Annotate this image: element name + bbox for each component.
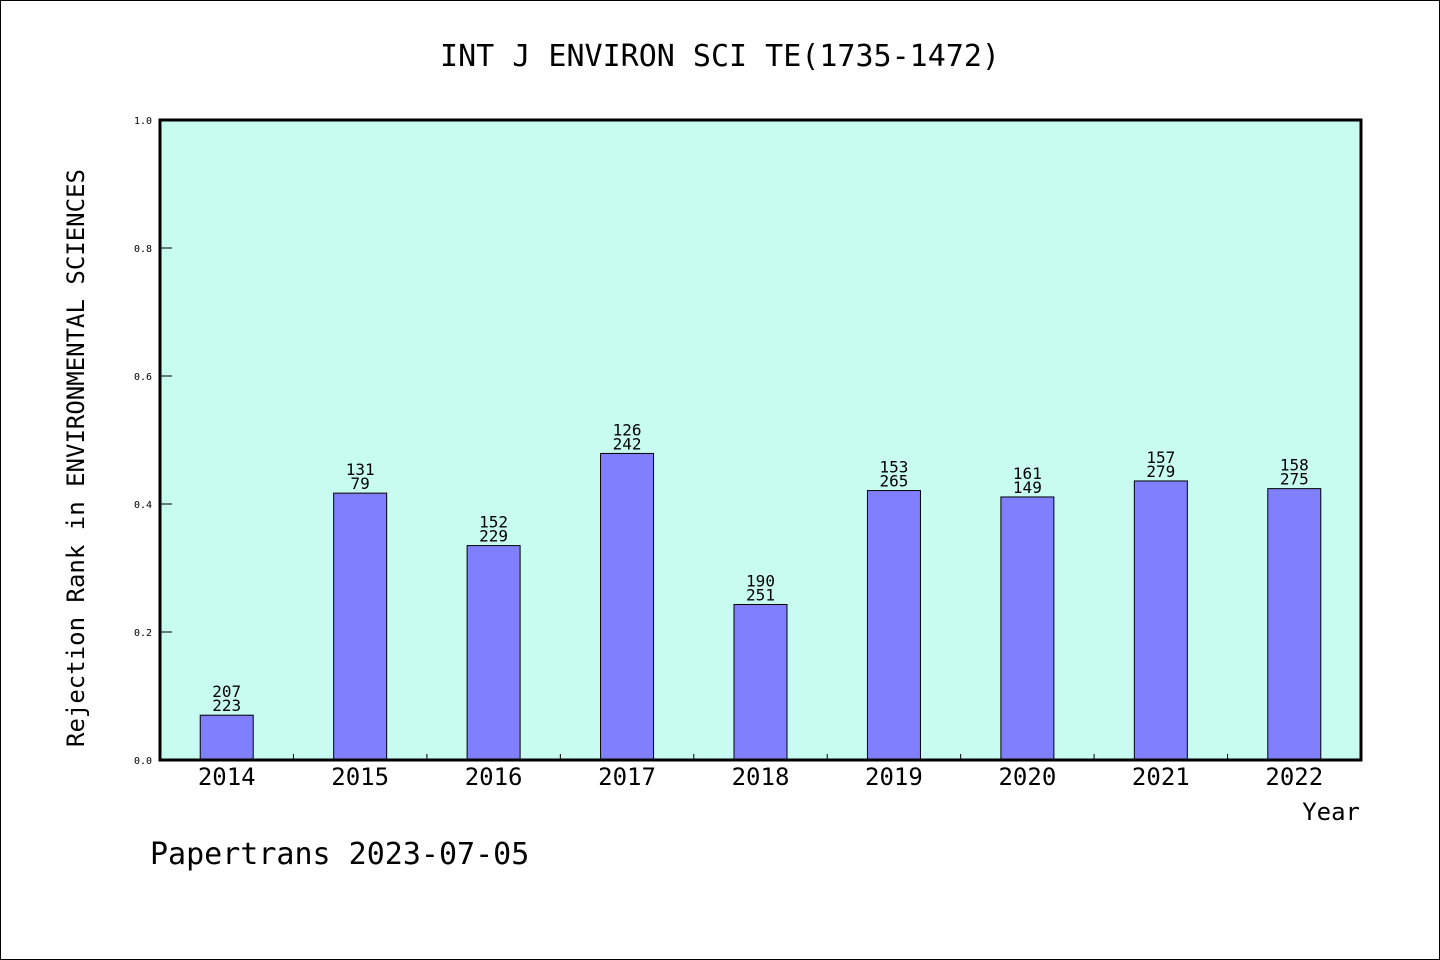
bar-2018: [733, 603, 788, 761]
bar-2021: [1133, 480, 1188, 761]
data-label-top-2016: 152: [479, 513, 508, 532]
bar-2017: [600, 452, 655, 761]
x-tick-label-2017: 2017: [598, 763, 656, 791]
y-axis: 0.0 0.2 0.4 0.6 0.8 1.0: [134, 116, 172, 767]
y-tick-label-0.0: 0.0: [134, 756, 152, 767]
data-label-top-2017: 126: [613, 420, 642, 439]
y-tick-label-0.2: 0.2: [134, 628, 152, 639]
data-label-top-2022: 158: [1280, 456, 1309, 475]
data-label-top-2021: 157: [1146, 448, 1175, 467]
data-label-top-2019: 153: [879, 458, 908, 477]
bar-2014: [199, 714, 254, 761]
data-label-bottom-2017: 242: [613, 434, 642, 453]
x-tick-label-2018: 2018: [732, 763, 790, 791]
data-label-top-2020: 161: [1013, 464, 1042, 483]
bar-2015: [333, 492, 388, 761]
x-tick-label-2014: 2014: [198, 763, 256, 791]
data-label-bottom-2015: 79: [351, 474, 370, 493]
chart-title: INT J ENVIRON SCI TE(1735-1472): [440, 39, 1000, 74]
y-tick-label-0.6: 0.6: [134, 372, 152, 383]
y-tick-label-0.4: 0.4: [134, 500, 152, 511]
x-tick-label-2016: 2016: [465, 763, 523, 791]
x-tick-label-2020: 2020: [998, 763, 1056, 791]
bar-2016: [466, 545, 521, 761]
y-axis-label: Rejection Rank in ENVIRONMENTAL SCIENCES: [62, 169, 90, 747]
x-tick-label-2015: 2015: [331, 763, 389, 791]
data-label-bottom-2014: 223: [212, 696, 241, 715]
x-tick-label-2019: 2019: [865, 763, 923, 791]
plot-border: [158, 118, 1363, 762]
data-label-bottom-2016: 229: [479, 527, 508, 546]
y-tick-label-1.0: 1.0: [134, 116, 152, 127]
footer-credit: Papertrans 2023-07-05: [150, 837, 529, 872]
data-label-bottom-2018: 251: [746, 585, 775, 604]
bar-2022: [1267, 488, 1322, 761]
data-label-top-2014: 207: [212, 682, 241, 701]
data-label-bottom-2022: 275: [1280, 470, 1309, 489]
bar-2019: [866, 490, 921, 761]
data-label-bottom-2020: 149: [1013, 478, 1042, 497]
x-tick-label-2022: 2022: [1265, 763, 1323, 791]
x-tick-label-2021: 2021: [1132, 763, 1190, 791]
bars-group: [199, 452, 1322, 761]
y-tick-label-0.8: 0.8: [134, 244, 152, 255]
data-label-top-2015: 131: [346, 460, 375, 479]
data-label-bottom-2019: 265: [879, 472, 908, 491]
bar-2020: [1000, 496, 1055, 761]
x-axis: 2014 2015 2016 2017 2018 2019 2020 2021 2022: [198, 754, 1323, 791]
data-label-bottom-2021: 279: [1146, 462, 1175, 481]
data-label-top-2018: 190: [746, 571, 775, 590]
x-axis-label: Year: [1302, 798, 1360, 826]
